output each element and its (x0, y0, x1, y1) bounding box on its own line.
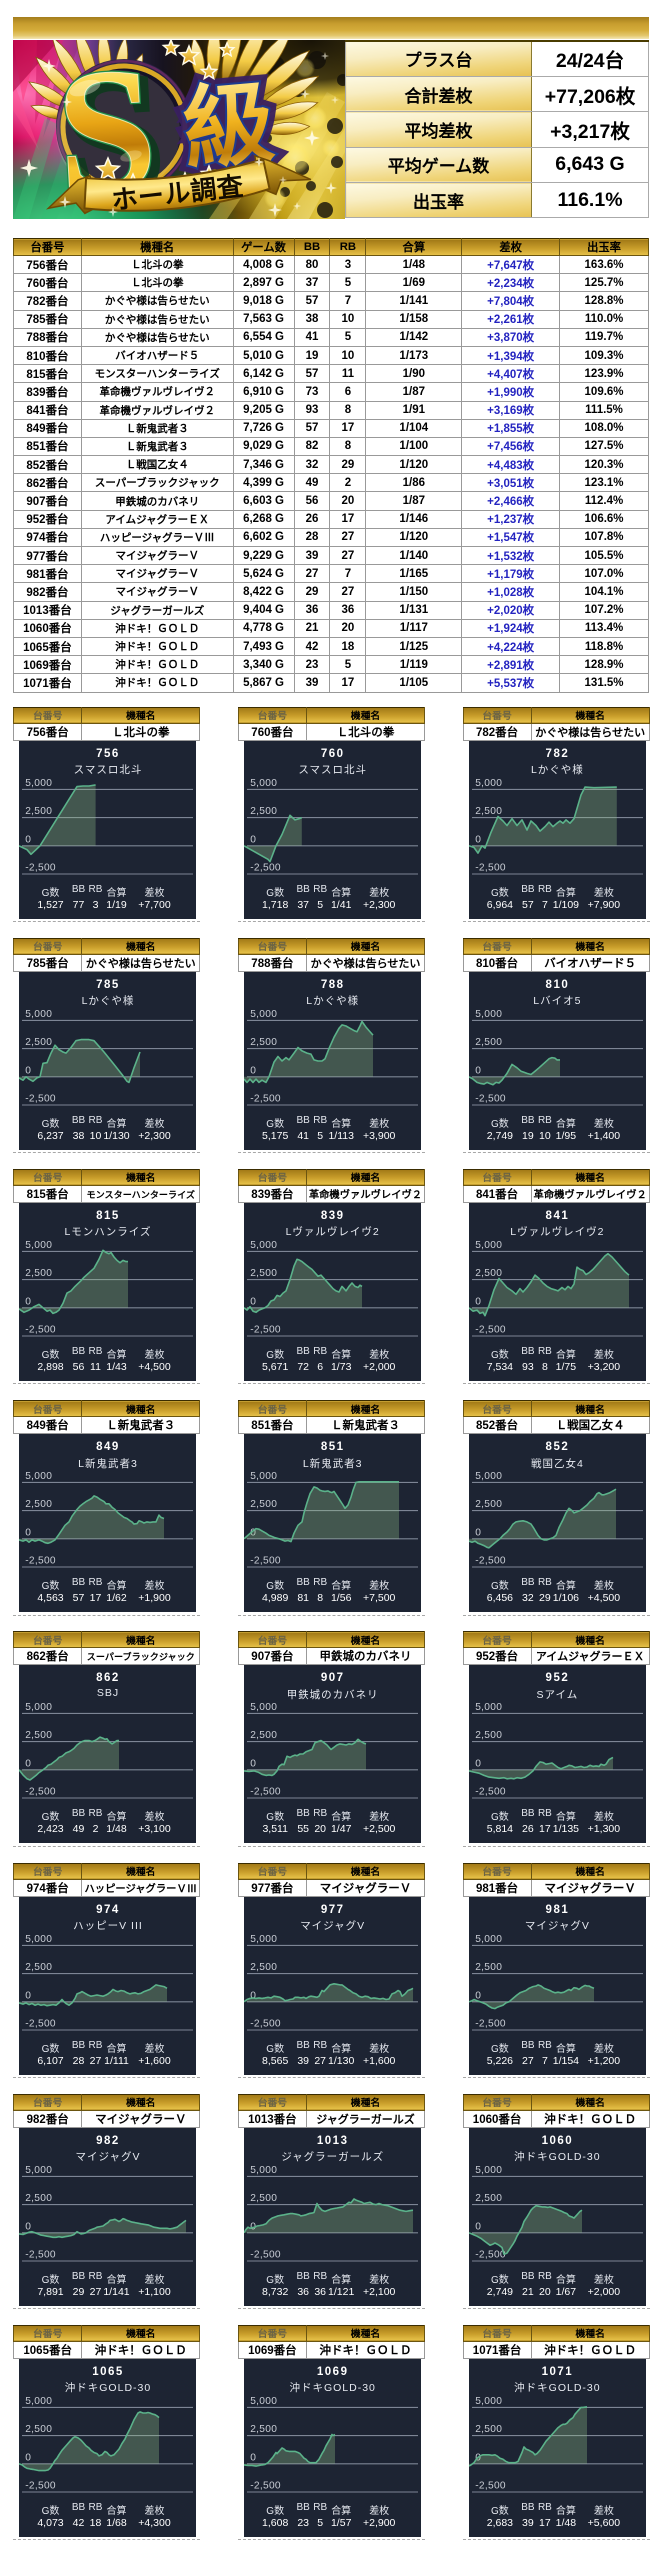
svg-text:5,000: 5,000 (475, 778, 502, 789)
svg-text:-2,500: -2,500 (26, 1324, 57, 1335)
svg-text:5,000: 5,000 (250, 1240, 277, 1251)
svg-text:5,000: 5,000 (250, 1009, 277, 1020)
svg-text:0: 0 (26, 2452, 32, 2463)
svg-text:0: 0 (475, 2221, 481, 2232)
svg-text:-2,500: -2,500 (26, 1787, 57, 1798)
svg-text:2,500: 2,500 (26, 2424, 53, 2435)
svg-text:5,000: 5,000 (475, 1702, 502, 1713)
svg-text:0: 0 (26, 2221, 32, 2232)
svg-text:0: 0 (475, 1527, 481, 1538)
svg-text:0: 0 (26, 1527, 32, 1538)
svg-text:0: 0 (250, 1296, 256, 1307)
svg-text:-2,500: -2,500 (26, 2249, 57, 2260)
svg-text:-2,500: -2,500 (26, 2018, 57, 2029)
svg-text:2,500: 2,500 (250, 1268, 277, 1279)
svg-text:0: 0 (26, 1759, 32, 1770)
svg-text:-2,500: -2,500 (250, 1093, 281, 1104)
svg-text:2,500: 2,500 (475, 806, 502, 817)
svg-text:2,500: 2,500 (250, 1499, 277, 1510)
svg-text:-2,500: -2,500 (475, 2480, 506, 2491)
svg-text:2,500: 2,500 (250, 1730, 277, 1741)
svg-text:-2,500: -2,500 (250, 2018, 281, 2029)
svg-text:0: 0 (475, 1065, 481, 1076)
svg-text:2,500: 2,500 (475, 1730, 502, 1741)
svg-text:-2,500: -2,500 (475, 862, 506, 873)
svg-text:5,000: 5,000 (475, 1934, 502, 1945)
svg-text:0: 0 (26, 834, 32, 845)
svg-text:5,000: 5,000 (26, 1009, 53, 1020)
svg-text:-2,500: -2,500 (250, 1324, 281, 1335)
svg-text:0: 0 (475, 1990, 481, 2001)
svg-text:5,000: 5,000 (475, 2165, 502, 2176)
svg-text:-2,500: -2,500 (475, 2018, 506, 2029)
svg-text:-2,500: -2,500 (475, 1324, 506, 1335)
svg-text:2,500: 2,500 (475, 1268, 502, 1279)
svg-text:0: 0 (250, 1990, 256, 2001)
svg-text:0: 0 (26, 1990, 32, 2001)
svg-text:2,500: 2,500 (475, 1962, 502, 1973)
svg-text:0: 0 (26, 1065, 32, 1076)
svg-text:2,500: 2,500 (250, 2424, 277, 2435)
svg-text:-2,500: -2,500 (250, 862, 281, 873)
svg-text:2,500: 2,500 (26, 1037, 53, 1048)
svg-text:-2,500: -2,500 (26, 1093, 57, 1104)
svg-text:0: 0 (475, 834, 481, 845)
svg-text:5,000: 5,000 (475, 1240, 502, 1251)
svg-text:0: 0 (475, 1296, 481, 1307)
svg-text:5,000: 5,000 (250, 1702, 277, 1713)
svg-text:-2,500: -2,500 (475, 1093, 506, 1104)
svg-text:0: 0 (250, 1527, 256, 1538)
svg-text:5,000: 5,000 (475, 1471, 502, 1482)
svg-text:0: 0 (475, 1759, 481, 1770)
svg-text:5,000: 5,000 (26, 2396, 53, 2407)
svg-text:2,500: 2,500 (250, 1962, 277, 1973)
svg-text:0: 0 (26, 1296, 32, 1307)
svg-text:5,000: 5,000 (26, 2165, 53, 2176)
svg-text:2,500: 2,500 (26, 1499, 53, 1510)
svg-text:-2,500: -2,500 (475, 1556, 506, 1567)
svg-text:2,500: 2,500 (475, 2193, 502, 2204)
svg-text:5,000: 5,000 (250, 2396, 277, 2407)
svg-text:5,000: 5,000 (26, 1934, 53, 1945)
svg-text:-2,500: -2,500 (250, 1556, 281, 1567)
svg-text:5,000: 5,000 (250, 1471, 277, 1482)
svg-text:5,000: 5,000 (26, 1471, 53, 1482)
svg-text:5,000: 5,000 (475, 1009, 502, 1020)
svg-text:2,500: 2,500 (26, 1730, 53, 1741)
svg-text:5,000: 5,000 (250, 1934, 277, 1945)
svg-text:-2,500: -2,500 (250, 2249, 281, 2260)
svg-text:0: 0 (250, 1759, 256, 1770)
svg-text:2,500: 2,500 (26, 1962, 53, 1973)
svg-text:5,000: 5,000 (250, 778, 277, 789)
svg-text:0: 0 (250, 2452, 256, 2463)
svg-text:0: 0 (250, 1065, 256, 1076)
svg-text:2,500: 2,500 (250, 2193, 277, 2204)
svg-text:5,000: 5,000 (26, 1702, 53, 1713)
svg-text:-2,500: -2,500 (250, 1787, 281, 1798)
svg-text:2,500: 2,500 (26, 1268, 53, 1279)
svg-text:5,000: 5,000 (250, 2165, 277, 2176)
svg-text:2,500: 2,500 (475, 2424, 502, 2435)
svg-text:-2,500: -2,500 (250, 2480, 281, 2491)
svg-text:-2,500: -2,500 (26, 2480, 57, 2491)
svg-text:-2,500: -2,500 (26, 862, 57, 873)
svg-text:5,000: 5,000 (26, 778, 53, 789)
svg-text:-2,500: -2,500 (475, 1787, 506, 1798)
svg-text:2,500: 2,500 (26, 806, 53, 817)
svg-text:5,000: 5,000 (475, 2396, 502, 2407)
svg-text:5,000: 5,000 (26, 1240, 53, 1251)
svg-text:2,500: 2,500 (250, 1037, 277, 1048)
svg-text:2,500: 2,500 (475, 1037, 502, 1048)
svg-text:0: 0 (250, 834, 256, 845)
svg-text:-2,500: -2,500 (475, 2249, 506, 2260)
svg-text:2,500: 2,500 (475, 1499, 502, 1510)
svg-text:2,500: 2,500 (26, 2193, 53, 2204)
svg-text:-2,500: -2,500 (26, 1556, 57, 1567)
svg-text:2,500: 2,500 (250, 806, 277, 817)
